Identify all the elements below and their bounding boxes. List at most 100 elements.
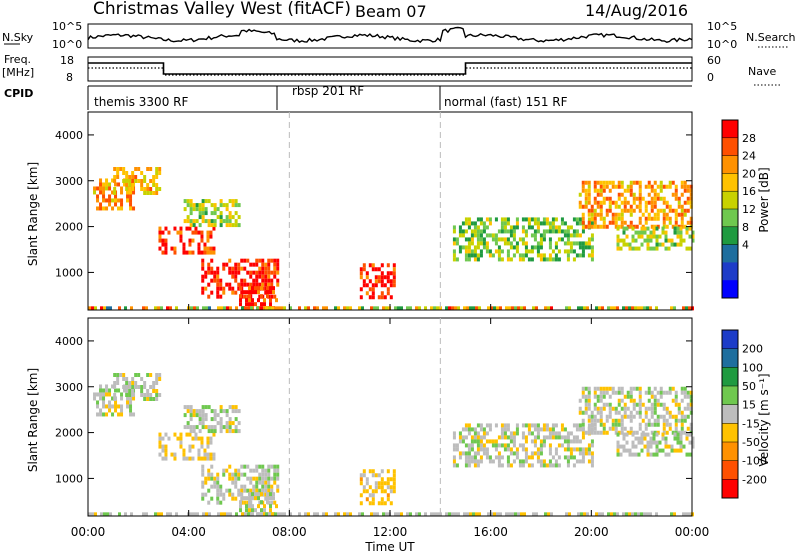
velocity-cell (620, 422, 624, 427)
velocity-cell (307, 512, 310, 517)
power-cell (679, 230, 683, 235)
power-cell (668, 208, 672, 213)
velocity-cell (234, 429, 238, 434)
velocity-cell (566, 463, 570, 468)
power-cell (152, 179, 156, 183)
velocity-cell (389, 501, 393, 506)
colorbar-swatch (722, 280, 738, 299)
power-cell (685, 226, 689, 231)
velocity-cell (185, 432, 189, 437)
power-cell (455, 257, 459, 262)
velocity-cell (470, 455, 474, 460)
power-cell (88, 306, 91, 311)
velocity-cell (539, 447, 543, 452)
power-cell (505, 306, 508, 311)
power-cell (322, 306, 325, 311)
velocity-cell (231, 496, 235, 501)
velocity-cell (590, 443, 594, 448)
velocity-cell (267, 464, 271, 469)
power-cell (647, 216, 651, 221)
velocity-cell (611, 386, 615, 391)
power-cell (530, 225, 534, 230)
power-cell (662, 216, 666, 221)
power-cell (137, 179, 141, 183)
velocity-cell (557, 431, 561, 436)
power-cell (445, 306, 448, 311)
velocity-cell (228, 425, 232, 430)
power-cell (237, 223, 241, 228)
velocity-cell (267, 484, 271, 489)
power-cell (616, 234, 620, 239)
power-cell (173, 250, 177, 255)
power-cell (210, 203, 214, 208)
velocity-cell (517, 512, 520, 517)
velocity-cell (143, 381, 147, 385)
power-cell (656, 212, 660, 217)
velocity-cell (464, 463, 468, 468)
velocity-cell (209, 440, 213, 445)
power-cell (668, 220, 672, 225)
power-cell (640, 230, 644, 235)
velocity-cell (467, 455, 471, 460)
power-cell (258, 274, 262, 279)
velocity-cell (160, 512, 163, 517)
power-cell (539, 257, 543, 262)
power-cell (374, 283, 378, 288)
power-cell (503, 221, 507, 226)
velocity-cell (207, 468, 211, 473)
velocity-cell (126, 404, 130, 409)
power-cell (264, 278, 268, 283)
power-cell (240, 278, 244, 283)
power-cell (208, 306, 211, 311)
velocity-cell (475, 512, 478, 517)
velocity-cell (629, 410, 633, 415)
x-tick-label: 12:00 (373, 525, 408, 539)
power-cell (680, 192, 684, 197)
power-cell (652, 234, 656, 239)
velocity-cell (219, 500, 223, 505)
velocity-cell (164, 448, 168, 453)
power-cell (252, 262, 256, 267)
power-cell (209, 230, 213, 235)
velocity-cell (142, 512, 145, 517)
velocity-cell (173, 432, 177, 437)
velocity-cell (478, 512, 481, 517)
power-cell (622, 306, 625, 311)
velocity-cell (158, 432, 162, 437)
velocity-cell (547, 512, 550, 517)
nave-tick-bottom: 0 (707, 71, 714, 84)
velocity-cell (662, 418, 666, 423)
velocity-cell (539, 427, 543, 432)
velocity-cell (270, 476, 274, 481)
velocity-cell (652, 436, 656, 441)
velocity-cell (188, 444, 192, 449)
power-cell (270, 294, 274, 299)
power-cell (361, 306, 364, 311)
velocity-cell (506, 427, 510, 432)
power-cell (542, 253, 546, 258)
velocity-cell (509, 447, 513, 452)
power-cell (550, 306, 553, 311)
velocity-cell (625, 440, 629, 445)
velocity-cell (644, 414, 648, 419)
velocity-cell (599, 406, 603, 411)
power-cell (628, 306, 631, 311)
power-cell (234, 266, 238, 271)
velocity-cell (656, 418, 660, 423)
power-cell (632, 196, 636, 201)
power-cell (596, 224, 600, 229)
velocity-cell (179, 436, 183, 441)
power-cell (532, 306, 535, 311)
power-cell (254, 290, 257, 295)
velocity-cell (458, 439, 462, 444)
velocity-cell (210, 476, 214, 481)
cpid-mode-2: rbsp 201 RF (292, 84, 364, 98)
power-cell (685, 230, 689, 235)
power-cell (581, 188, 585, 193)
power-cell (551, 249, 555, 254)
power-cell (157, 306, 160, 311)
velocity-cell (392, 485, 396, 490)
velocity-cell (578, 447, 582, 452)
velocity-cell (254, 508, 257, 513)
velocity-cell (140, 377, 144, 381)
